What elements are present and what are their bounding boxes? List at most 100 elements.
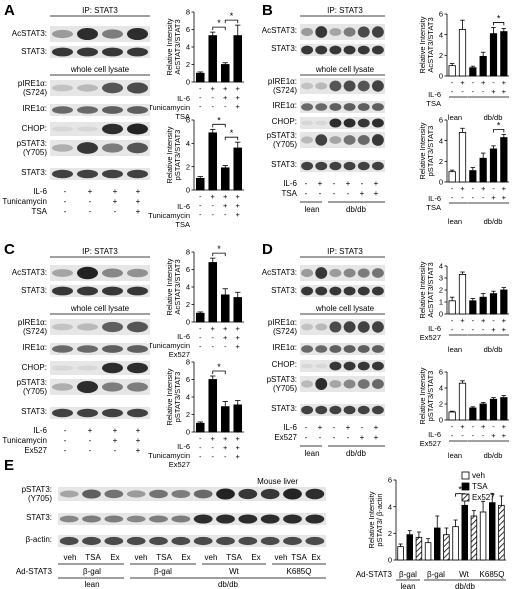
y-axis-label: Relative IntensityAcSTAT3/STAT3 (165, 258, 182, 315)
chart-b2-label-tsa: TSA (426, 203, 441, 212)
treat-e-2: TSA (85, 553, 101, 562)
chart-e-ad-stat3: Ad-STAT3 (356, 570, 393, 579)
chart-d2-lean: lean (448, 451, 462, 460)
blot-band (127, 47, 148, 57)
label-pstat3-site: (Y705) (273, 384, 297, 393)
chart-c2-label-il6: IL-6 (177, 442, 190, 451)
blot-band (193, 514, 213, 524)
blot-band (102, 143, 123, 153)
y-tick-label: 3 (439, 274, 443, 283)
blot-band (126, 536, 146, 546)
blot-band (77, 126, 98, 132)
blot-band (238, 536, 258, 546)
treat-ex527-3: - (333, 433, 336, 442)
treat-tsa-2: - (89, 207, 92, 216)
chart-e-vector-k685q: K685Q (480, 570, 505, 579)
blot-band (371, 118, 384, 128)
treatment-sign: - (199, 93, 202, 102)
group-lean: lean (84, 580, 99, 589)
blot-band (127, 27, 148, 41)
treatment-sign: - (199, 102, 202, 111)
blot-background (50, 46, 150, 58)
treat-ex527-2: - (89, 446, 92, 455)
blot-band (315, 345, 328, 353)
bar (220, 167, 230, 191)
treatment-sign: - (492, 184, 495, 193)
blot-band (238, 488, 258, 500)
chart-a1-label-tun: Tunicamycin (148, 103, 190, 112)
blot-bands (50, 24, 385, 547)
treatment-sign: + (460, 316, 465, 325)
legend-swatch (461, 482, 470, 491)
blot-band (77, 365, 98, 371)
bar (489, 33, 498, 77)
blot-band (315, 120, 328, 126)
blot-strip (50, 361, 150, 375)
treatment-sign: + (502, 193, 507, 202)
significance-star: * (497, 13, 501, 23)
blot-band (127, 169, 148, 179)
blot-band (315, 286, 328, 296)
label-tsa: TSA (31, 207, 47, 216)
significance-bracket (212, 26, 226, 31)
label-stat3: STAT3: (21, 286, 47, 295)
treatment-sign: - (451, 184, 454, 193)
label-tsa: TSA (281, 189, 297, 198)
label-ire1a: IRE1α: (272, 101, 297, 110)
blot-band (329, 268, 342, 278)
blot-band (357, 345, 370, 353)
treatment-sign: + (460, 422, 465, 431)
treatment-sign: - (199, 434, 202, 443)
significance-star: * (458, 485, 462, 495)
blot-band (102, 106, 123, 114)
bar (195, 72, 205, 83)
blot-band (52, 29, 73, 39)
bar (448, 171, 456, 183)
vector-k685q: K685Q (287, 567, 312, 576)
label-stat3-wcl: STAT3: (21, 168, 47, 177)
blot-band (102, 408, 123, 418)
significance-star: * (217, 18, 221, 28)
treatment-sign: - (451, 325, 454, 334)
y-tick-label: 4 (388, 502, 392, 511)
significance-star: * (217, 244, 221, 254)
bar (479, 403, 487, 421)
blot-band (371, 405, 384, 415)
blot-band (238, 514, 258, 524)
blot-band (102, 82, 123, 94)
chart-b1-lean: lean (448, 113, 462, 122)
treat-il6-4: + (136, 426, 141, 435)
blot-band (329, 345, 342, 353)
blot-band (149, 489, 168, 499)
blot-band (305, 536, 325, 546)
blot-band (216, 536, 235, 546)
blot-band (371, 45, 384, 55)
chart-c2-label-ex527: Ex527 (169, 460, 190, 469)
blot-band (102, 321, 123, 333)
treatment-sign: + (502, 431, 507, 440)
y-tick-label: 0 (388, 556, 392, 565)
label-ex527: Ex527 (24, 446, 47, 455)
label-stat3: STAT3: (271, 286, 297, 295)
blot-band (315, 405, 328, 415)
treat-il6-3: - (333, 179, 336, 188)
treat-il6-2: + (318, 179, 323, 188)
significance-star: * (230, 128, 234, 138)
blot-band (301, 323, 314, 331)
panel-letter-b: B (262, 2, 273, 19)
treatment-sign: + (223, 93, 228, 102)
legend-veh: veh (472, 471, 485, 480)
bar (500, 31, 508, 77)
group-dbdb: db/db (346, 449, 367, 458)
y-tick-label: 2 (186, 162, 190, 171)
bar (469, 300, 477, 315)
blot-band (301, 45, 314, 55)
blot-band (315, 82, 328, 90)
blot-band (371, 161, 384, 171)
treatment-sign: - (451, 316, 454, 325)
blot-band (301, 120, 314, 126)
label-pstat3: pSTAT3: (267, 131, 297, 140)
blot-band (329, 103, 342, 111)
treat-e-4: veh (135, 553, 148, 562)
